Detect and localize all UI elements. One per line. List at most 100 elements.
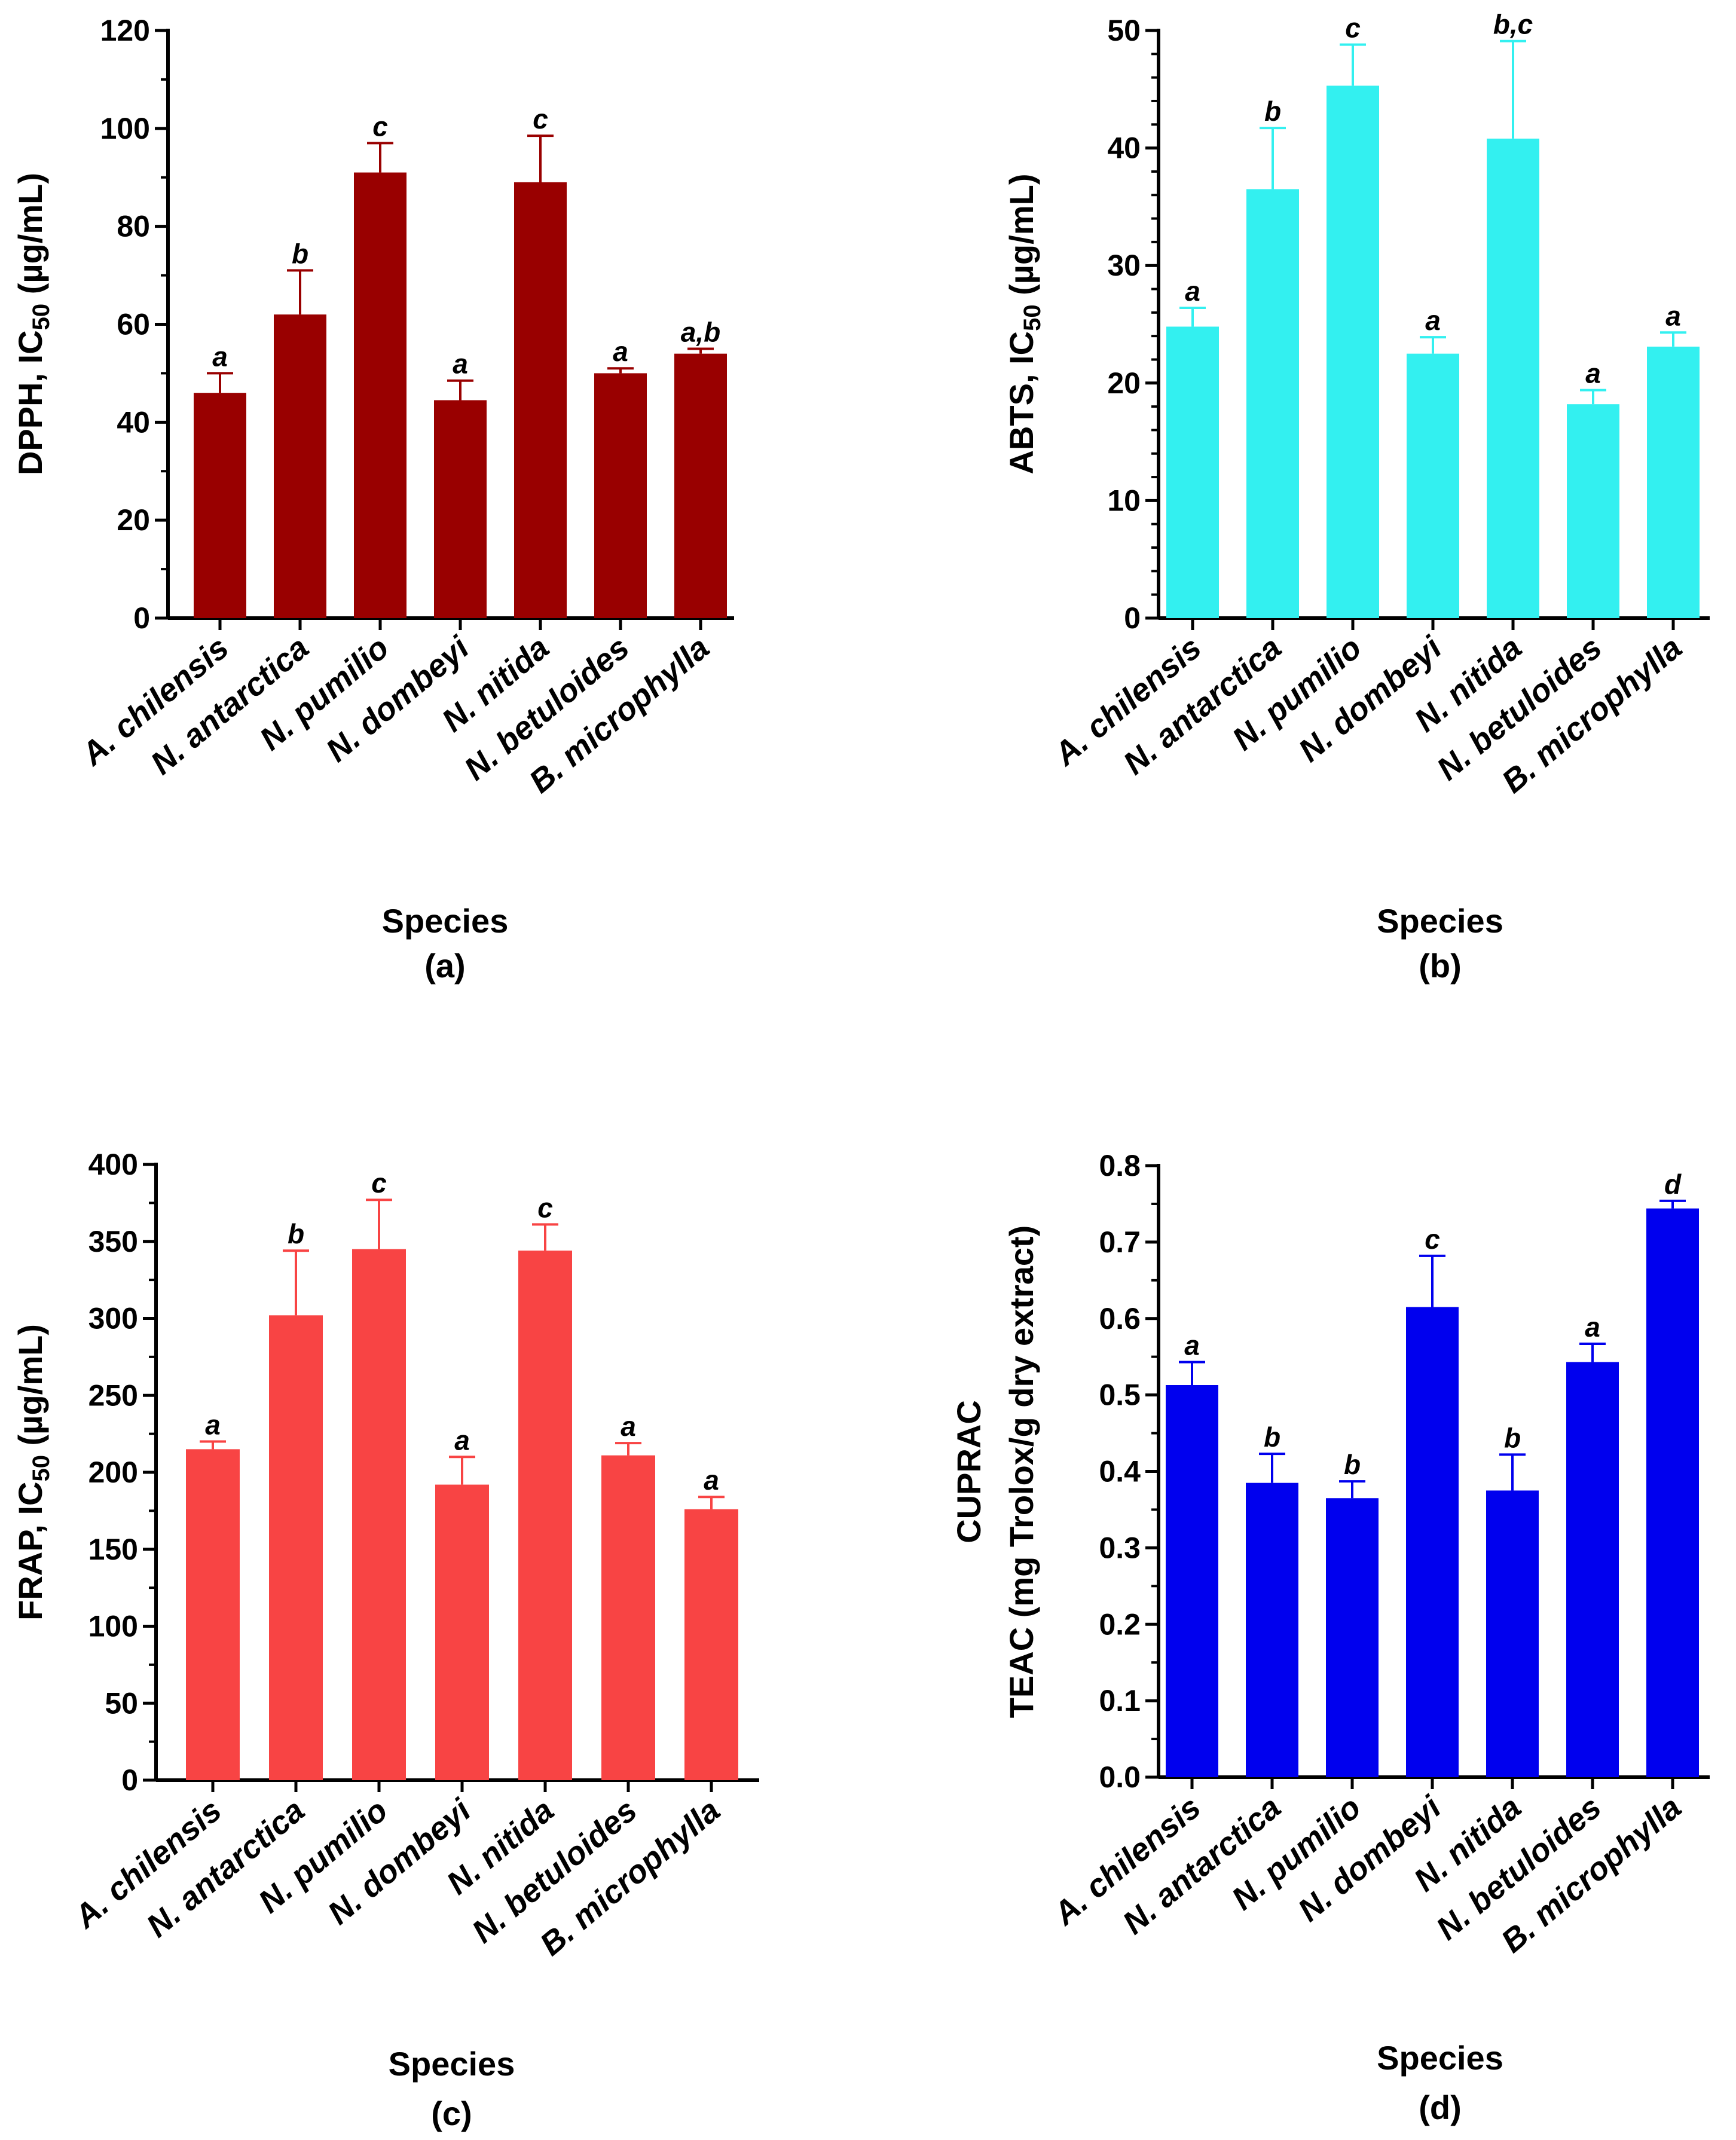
y-tick-label: 250 — [88, 1378, 138, 1412]
y-tick-label: 0 — [121, 1763, 138, 1797]
significance-letter: b — [1264, 1421, 1280, 1453]
y-tick-label: 0.7 — [1099, 1225, 1141, 1259]
panel-label: (d) — [1419, 2089, 1462, 2126]
y-tick-label: 0.2 — [1099, 1607, 1141, 1641]
bar — [352, 1249, 406, 1780]
bar — [1166, 326, 1219, 618]
bar — [434, 400, 487, 618]
y-tick-label: 0.6 — [1099, 1302, 1141, 1335]
y-axis-title-subscript: 50 — [28, 304, 54, 331]
bar — [354, 172, 407, 618]
y-tick-label: 0.4 — [1099, 1455, 1141, 1488]
y-tick-label: 120 — [100, 14, 150, 47]
y-axis-title: DPPH, IC50 (µg/mL) — [11, 173, 54, 475]
y-axis-title: ABTS, IC50 (µg/mL) — [1003, 174, 1046, 475]
y-tick-label: 40 — [117, 405, 150, 439]
bar — [1566, 1362, 1619, 1777]
significance-letter: b — [288, 1218, 304, 1249]
significance-letter: a — [453, 348, 468, 380]
x-axis-title: Species — [389, 2045, 515, 2083]
x-axis-title: Species — [1377, 2039, 1503, 2077]
y-axis-title-subscript: 50 — [28, 1455, 54, 1482]
significance-letter: c — [537, 1192, 553, 1223]
significance-letter: a — [613, 336, 628, 367]
y-axis-title-line-1: CUPRAC — [950, 1400, 988, 1543]
y-tick-label: 200 — [88, 1456, 138, 1489]
y-axis-title-unit: (µg/mL) — [11, 1324, 49, 1455]
y-tick-label: 0.8 — [1099, 1149, 1141, 1182]
bar — [1166, 1385, 1218, 1777]
bar — [1647, 346, 1700, 618]
significance-letter: a — [1425, 305, 1441, 336]
y-tick-label: 0 — [133, 601, 150, 635]
y-axis-title-subscript: 50 — [1019, 304, 1046, 331]
y-tick-label: 80 — [117, 210, 150, 243]
y-tick-label: 20 — [117, 503, 150, 537]
y-tick-label: 60 — [117, 308, 150, 341]
y-tick-label: 0.0 — [1099, 1760, 1141, 1794]
significance-letter: a — [1585, 358, 1601, 389]
significance-letter: c — [371, 1167, 387, 1199]
y-tick-label: 150 — [88, 1533, 138, 1566]
panel-label: (c) — [431, 2095, 472, 2132]
y-axis-title-main: DPPH, IC — [11, 330, 49, 475]
bar — [514, 182, 567, 619]
significance-letter: c — [1345, 13, 1361, 44]
significance-letter: b — [1504, 1422, 1521, 1453]
y-tick-label: 0 — [1124, 601, 1141, 635]
y-tick-label: 50 — [105, 1686, 138, 1720]
y-tick-label: 50 — [1107, 14, 1141, 47]
significance-letter: a — [1665, 300, 1681, 331]
y-tick-label: 100 — [88, 1610, 138, 1643]
significance-letter: a — [704, 1465, 719, 1496]
y-tick-label: 350 — [88, 1225, 138, 1258]
y-tick-label: 10 — [1107, 484, 1141, 517]
y-tick-label: 0.3 — [1099, 1531, 1141, 1564]
bar — [1406, 1307, 1459, 1777]
y-axis-title-unit: (µg/mL) — [11, 173, 49, 304]
significance-letter: a — [212, 341, 228, 372]
significance-letter: c — [1425, 1224, 1440, 1255]
significance-letter: a — [205, 1410, 221, 1441]
x-axis-title: Species — [1377, 902, 1503, 940]
significance-letter: b,c — [1493, 9, 1533, 40]
y-tick-label: 400 — [88, 1148, 138, 1181]
y-axis-title: FRAP, IC50 (µg/mL) — [11, 1324, 54, 1621]
bar — [1326, 1498, 1379, 1777]
y-tick-label: 0.5 — [1099, 1378, 1141, 1412]
bar — [674, 353, 727, 618]
bar — [1567, 404, 1619, 618]
bar — [194, 393, 246, 618]
bar — [684, 1509, 738, 1780]
y-axis-title-unit: (µg/mL) — [1003, 174, 1040, 305]
y-axis-title-main: ABTS, IC — [1003, 331, 1040, 475]
bar — [1487, 138, 1539, 618]
bar — [1246, 1482, 1298, 1777]
significance-letter: c — [372, 111, 388, 142]
bar — [594, 373, 647, 618]
y-axis-title-line-2: TEAC (mg Trolox/g dry extract) — [1003, 1225, 1040, 1719]
bar — [518, 1251, 572, 1780]
significance-letter: a,b — [681, 316, 720, 347]
significance-letter: b — [292, 238, 308, 269]
y-tick-label: 30 — [1107, 249, 1141, 282]
bar — [1407, 353, 1459, 618]
x-axis-title: Species — [382, 902, 509, 940]
bar — [1486, 1490, 1539, 1777]
significance-letter: b — [1264, 96, 1281, 127]
y-tick-label: 0.1 — [1099, 1684, 1141, 1717]
significance-letter: a — [1184, 1330, 1200, 1361]
y-axis-title-main: FRAP, IC — [11, 1482, 49, 1621]
y-tick-label: 20 — [1107, 366, 1141, 400]
y-tick-label: 100 — [100, 112, 150, 145]
y-tick-label: 40 — [1107, 132, 1141, 165]
bar — [601, 1455, 655, 1780]
significance-letter: c — [533, 103, 548, 134]
significance-letter: a — [621, 1411, 636, 1442]
y-tick-label: 300 — [88, 1302, 138, 1335]
significance-letter: a — [1185, 276, 1200, 307]
